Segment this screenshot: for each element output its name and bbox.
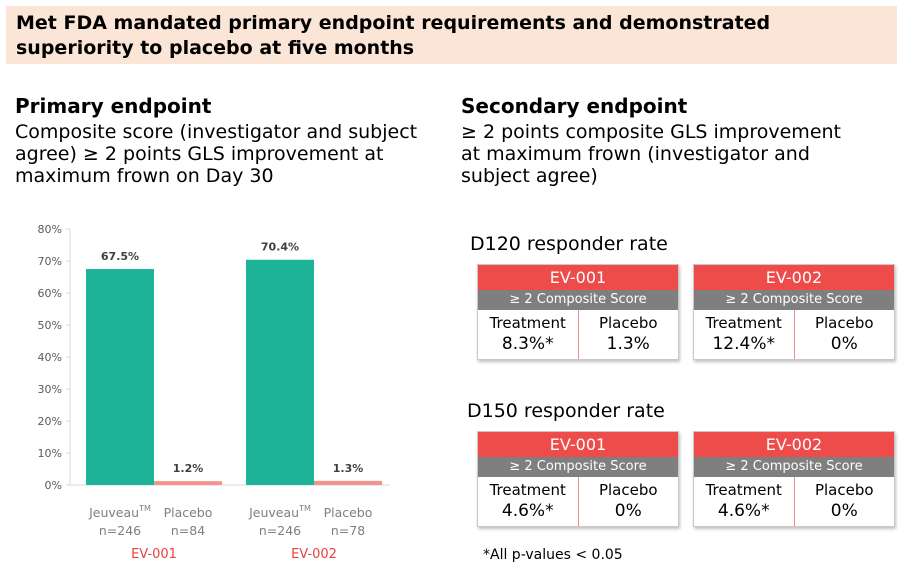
y-tick-label: 20%: [38, 415, 62, 428]
card-subheader: ≥ 2 Composite Score: [694, 457, 894, 477]
d120-title: D120 responder rate: [470, 233, 668, 255]
study-label: EV-001: [131, 547, 177, 562]
treatment-label: Treatment: [705, 314, 782, 332]
placebo-label: Placebo: [598, 314, 658, 332]
d150-ev002-card: EV-002 ≥ 2 Composite Score Treatment 4.6%…: [693, 431, 895, 527]
treatment-value: 8.3%*: [501, 334, 554, 354]
bar-value-label: 70.4%: [261, 241, 299, 254]
treatment-value: 4.6%*: [717, 501, 770, 521]
treatment-label: Treatment: [489, 314, 566, 332]
x-n-label: n=246: [99, 523, 141, 538]
placebo-value: 1.3%: [606, 334, 650, 354]
treatment-label: Treatment: [489, 481, 566, 499]
y-tick-label: 40%: [38, 351, 62, 364]
treatment-bar: [86, 269, 154, 485]
y-tick-label: 60%: [38, 287, 62, 300]
placebo-bar: [314, 480, 382, 485]
y-tick-label: 80%: [38, 223, 62, 236]
x-n-label: n=84: [171, 523, 205, 538]
card-study-header: EV-002: [694, 265, 894, 290]
x-category-label: Placebo: [164, 505, 213, 520]
study-label: EV-002: [291, 547, 337, 562]
card-study-header: EV-001: [478, 432, 678, 457]
x-n-label: n=78: [331, 523, 365, 538]
d120-ev001-card: EV-001 ≥ 2 Composite Score Treatment 8.3%…: [477, 264, 679, 360]
d150-ev001-card: EV-001 ≥ 2 Composite Score Treatment 4.6%…: [477, 431, 679, 527]
placebo-label: Placebo: [814, 314, 874, 332]
treatment-value: 4.6%*: [501, 501, 554, 521]
treatment-label: Treatment: [705, 481, 782, 499]
y-tick-label: 10%: [38, 447, 62, 460]
primary-description: Composite score (investigator and subjec…: [15, 121, 418, 187]
treatment-value: 12.4%*: [712, 334, 775, 354]
placebo-value: 0%: [830, 501, 858, 521]
card-subheader: ≥ 2 Composite Score: [478, 290, 678, 310]
bar-value-label: 1.3%: [333, 462, 364, 475]
card-study-header: EV-001: [478, 265, 678, 290]
bar-value-label: 1.2%: [173, 462, 204, 475]
placebo-label: Placebo: [598, 481, 658, 499]
placebo-value: 0%: [830, 334, 858, 354]
placebo-bar: [154, 481, 222, 485]
placebo-label: Placebo: [814, 481, 874, 499]
card-subheader: ≥ 2 Composite Score: [478, 457, 678, 477]
secondary-description: ≥ 2 points composite GLS improvement at …: [461, 121, 841, 187]
x-n-label: n=246: [259, 523, 301, 538]
treatment-bar: [246, 259, 314, 485]
primary-heading: Primary endpoint: [15, 94, 212, 118]
y-tick-label: 0%: [45, 479, 62, 492]
x-category-label: Placebo: [324, 505, 373, 520]
y-tick-label: 70%: [38, 255, 62, 268]
y-tick-label: 30%: [38, 383, 62, 396]
placebo-value: 0%: [614, 501, 642, 521]
y-tick-label: 50%: [38, 319, 62, 332]
d150-title: D150 responder rate: [467, 400, 665, 422]
x-category-label: JeuveauTM: [248, 504, 311, 520]
d120-ev002-card: EV-002 ≥ 2 Composite Score Treatment 12.4…: [693, 264, 895, 360]
bar-value-label: 67.5%: [101, 250, 139, 263]
card-study-header: EV-002: [694, 432, 894, 457]
card-subheader: ≥ 2 Composite Score: [694, 290, 894, 310]
title-banner: Met FDA mandated primary endpoint requir…: [6, 6, 897, 64]
secondary-heading: Secondary endpoint: [461, 94, 688, 118]
x-category-label: JeuveauTM: [88, 504, 151, 520]
primary-endpoint-bar-chart: 0% 10% 20% 30% 40% 50% 60% 70% 80% 67.5% JeuveauTM…: [38, 223, 390, 562]
footnote: *All p-values < 0.05: [483, 547, 623, 563]
